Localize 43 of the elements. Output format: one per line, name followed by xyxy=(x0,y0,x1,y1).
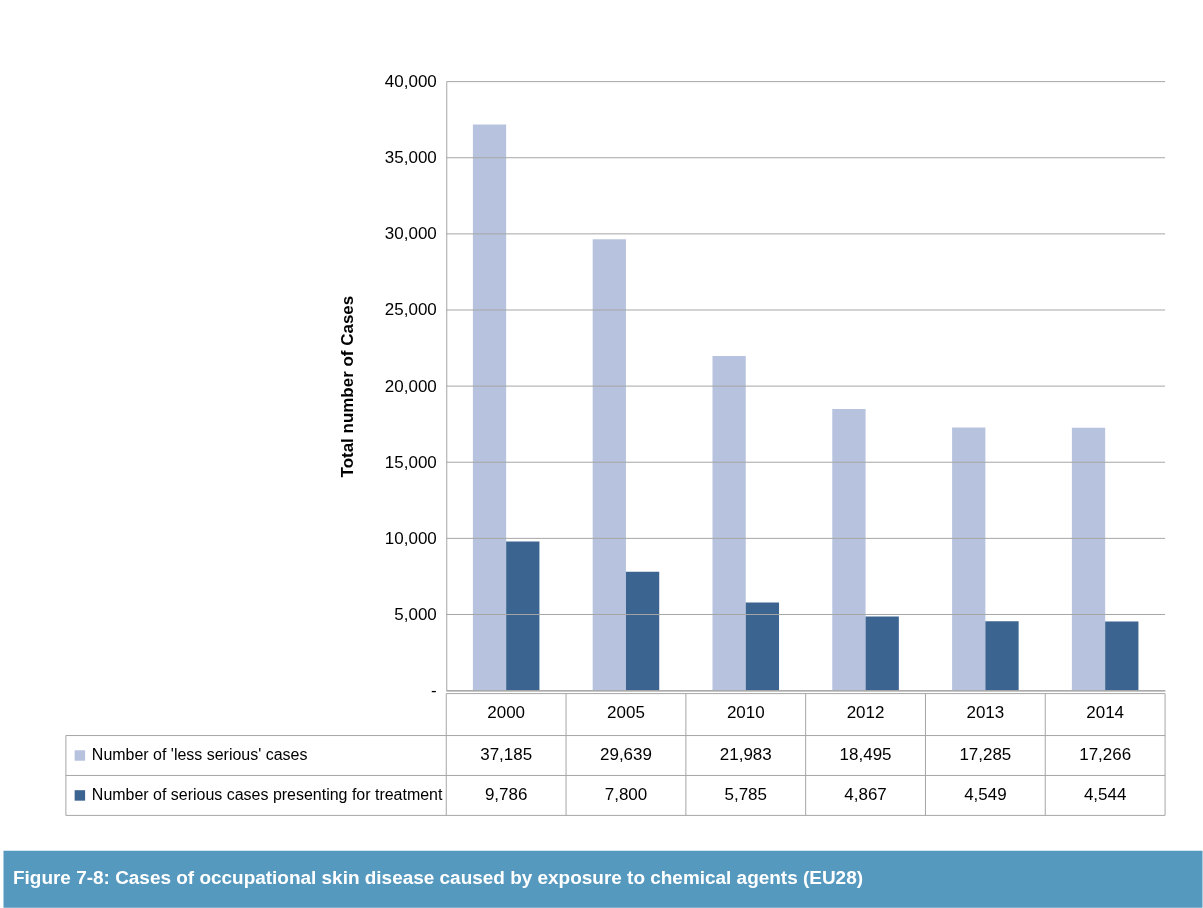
y-tick-label: 10,000 xyxy=(384,528,437,548)
x-tick-label: 2012 xyxy=(846,703,885,723)
bar xyxy=(1071,427,1106,691)
data-label: 7,800 xyxy=(604,785,648,805)
legend-label: Number of 'less serious' cases xyxy=(91,746,308,764)
x-tick-label: 2000 xyxy=(487,703,526,723)
x-tick-label: 2005 xyxy=(607,703,645,723)
data-label: 4,867 xyxy=(844,785,887,805)
bar xyxy=(832,409,866,691)
y-tick-label: 15,000 xyxy=(384,452,437,472)
data-label: 5,785 xyxy=(724,785,767,805)
y-tick-label: 5,000 xyxy=(394,604,437,624)
data-label: 21,983 xyxy=(719,745,772,765)
bar xyxy=(865,616,899,691)
text: Figure 7-8: Cases of occupational skin disease caused by exposure to chemical agents (EU28) xyxy=(12,867,864,889)
bar xyxy=(592,239,626,691)
data-label: 37,185 xyxy=(480,745,533,765)
bar xyxy=(985,621,1019,691)
x-tick-label: 2010 xyxy=(726,703,765,723)
data-label: 29,639 xyxy=(600,745,652,765)
data-label: 18,495 xyxy=(839,745,892,765)
data-label: 17,285 xyxy=(959,745,1012,765)
bar xyxy=(712,355,746,691)
x-tick-label: 2013 xyxy=(966,703,1005,723)
y-tick-label: 30,000 xyxy=(384,224,437,244)
y-tick-label: 40,000 xyxy=(384,72,437,92)
bar xyxy=(952,427,986,691)
legend-label: Number of serious cases presenting for treatment xyxy=(91,786,443,804)
y-tick-label: 35,000 xyxy=(384,148,437,168)
bar xyxy=(625,571,660,691)
y-tick-label: - xyxy=(431,681,437,701)
bar xyxy=(1105,621,1139,691)
bar xyxy=(745,602,780,691)
data-label: 17,266 xyxy=(1079,745,1132,765)
bar xyxy=(472,124,507,691)
data-label: 4,549 xyxy=(964,785,1007,805)
y-axis-title: Total number of Cases xyxy=(337,295,357,478)
x-tick-label: 2014 xyxy=(1086,703,1125,723)
y-tick-label: 25,000 xyxy=(384,300,437,320)
data-label: 9,786 xyxy=(484,785,528,805)
data-label: 4,544 xyxy=(1083,785,1127,805)
bar xyxy=(506,541,540,691)
y-tick-label: 20,000 xyxy=(384,376,437,396)
